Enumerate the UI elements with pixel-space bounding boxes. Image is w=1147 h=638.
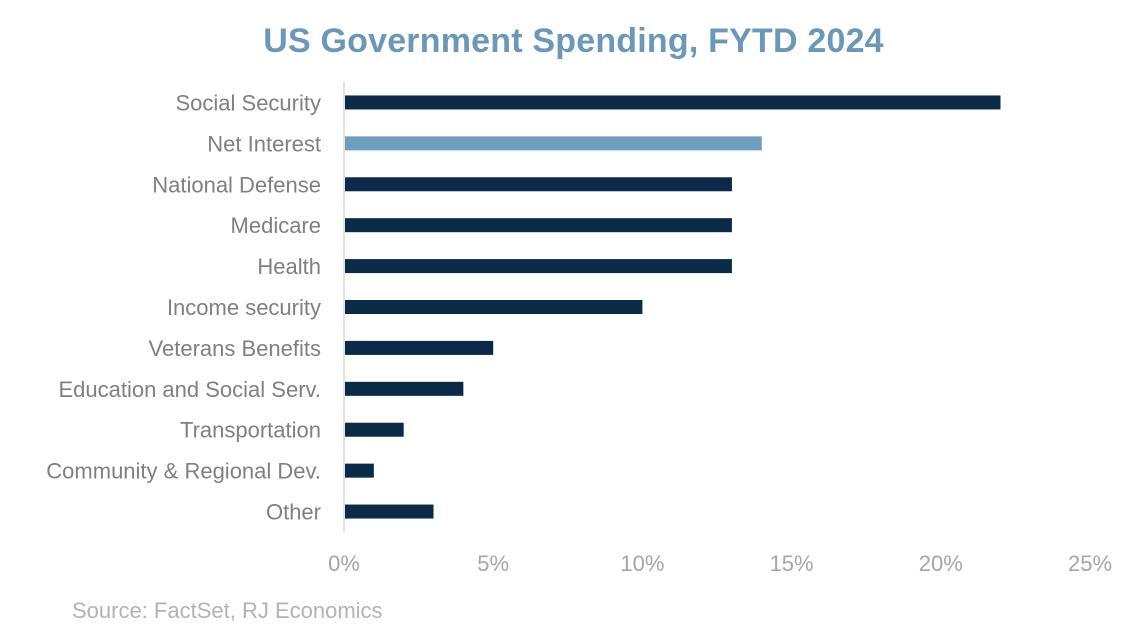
bar-national-defense [345, 177, 732, 192]
bar-transportation [345, 422, 404, 437]
x-tick-label: 5% [477, 551, 509, 576]
bar-education-and-social-serv [345, 381, 464, 396]
category-label-income-security: Income security [167, 295, 321, 320]
bar-medicare [345, 218, 732, 233]
category-label-other: Other [266, 500, 321, 525]
x-tick-labels-group: 0% 5% 10% 15% 20% 25% [328, 551, 1112, 576]
source-note: Source: FactSet, RJ Economics [72, 598, 383, 623]
bar-veterans-benefits [345, 340, 494, 355]
bar-social-security [345, 95, 1001, 110]
x-tick-label: 20% [919, 551, 963, 576]
x-tick-label: 15% [770, 551, 814, 576]
category-label-community-regional-dev: Community & Regional Dev. [46, 459, 321, 484]
category-label-veterans-benefits: Veterans Benefits [149, 336, 321, 361]
bar-net-interest [345, 136, 762, 151]
category-label-net-interest: Net Interest [207, 131, 321, 156]
x-tick-label: 10% [620, 551, 664, 576]
category-labels-group: Social Security Net Interest National Defe… [46, 90, 321, 524]
category-label-national-defense: National Defense [152, 172, 321, 197]
category-label-health: Health [257, 254, 321, 279]
bar-community-regional-dev [345, 463, 374, 478]
category-label-medicare: Medicare [231, 213, 321, 238]
chart-title: US Government Spending, FYTD 2024 [263, 22, 884, 60]
x-tick-label: 0% [328, 551, 360, 576]
category-label-education-and-social-serv: Education and Social Serv. [58, 377, 321, 402]
bar-other [345, 504, 434, 519]
category-label-transportation: Transportation [180, 418, 321, 443]
bar-health [345, 259, 732, 274]
x-tick-label: 25% [1068, 551, 1112, 576]
bar-income-security [345, 300, 643, 314]
category-label-social-security: Social Security [175, 90, 321, 115]
bars-group [345, 95, 1001, 519]
